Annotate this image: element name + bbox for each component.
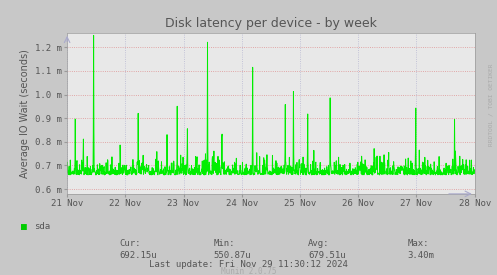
Text: Max:: Max: [408,239,429,248]
Text: ■: ■ [21,222,27,232]
Text: sda: sda [34,222,50,231]
Text: 3.40m: 3.40m [408,251,434,260]
Title: Disk latency per device - by week: Disk latency per device - by week [165,17,377,31]
Text: Munin 2.0.75: Munin 2.0.75 [221,267,276,275]
Text: Avg:: Avg: [308,239,330,248]
Text: RRDTOOL / TOBI OETIKER: RRDTOOL / TOBI OETIKER [489,63,494,146]
Y-axis label: Average IO Wait (seconds): Average IO Wait (seconds) [20,49,30,178]
Text: 550.87u: 550.87u [214,251,251,260]
Text: Cur:: Cur: [119,239,141,248]
Text: Last update: Fri Nov 29 11:30:12 2024: Last update: Fri Nov 29 11:30:12 2024 [149,260,348,269]
Text: Min:: Min: [214,239,235,248]
Text: 692.15u: 692.15u [119,251,157,260]
Text: 679.51u: 679.51u [308,251,346,260]
